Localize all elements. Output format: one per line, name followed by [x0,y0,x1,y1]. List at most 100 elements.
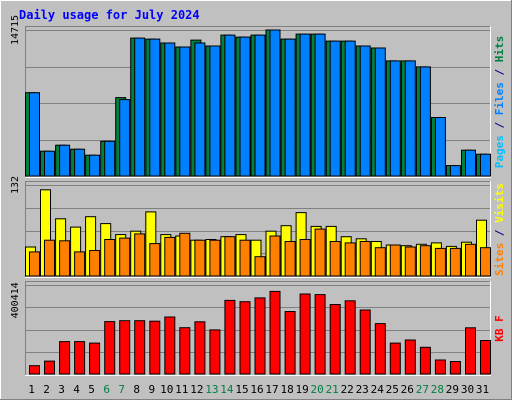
bar [104,239,116,277]
bar [314,33,326,177]
axis-label-part: / [493,115,506,135]
bar [389,60,401,177]
panel-visits: 132 Sites / Visits [10,176,506,278]
bar [149,243,161,277]
bar [314,228,326,277]
bar [209,45,221,177]
bar [44,360,55,375]
bar [329,241,341,277]
bar [434,247,446,277]
bar [149,320,161,375]
bar [374,47,386,177]
bar [194,42,206,177]
bar [44,150,55,177]
bar [480,247,491,277]
bar [465,243,476,277]
bar [284,38,296,177]
x-tick-label: 1 [28,383,35,396]
bar [269,29,281,177]
axis-label-part: Pages [493,135,506,168]
x-tick-label: 10 [160,383,173,396]
bar [164,42,176,177]
bar [404,60,416,177]
bar [344,242,356,277]
x-tick-label: 16 [250,383,263,396]
bar [194,321,206,375]
bar [74,148,86,177]
bar [74,341,86,375]
x-tick-label: 17 [265,383,278,396]
x-tick-label: 3 [58,383,65,396]
chart-title: Daily usage for July 2024 [19,8,200,22]
bar [89,342,101,375]
y-tick-label: 132 [10,176,21,194]
bar [179,46,191,177]
bar [465,149,476,177]
x-tick-label: 13 [205,383,218,396]
series-files [29,29,491,177]
bar [209,239,221,277]
bar [329,40,341,177]
bar [59,240,71,277]
bar [119,237,131,277]
bar [449,361,461,375]
bar [344,40,356,177]
bar [224,34,236,177]
bar [134,320,146,375]
axis-label-part: Hits [493,36,506,63]
bar [434,359,446,375]
axis-label-part: Visits [493,183,506,223]
bar [374,323,386,375]
axis-label-part: Files [493,82,506,115]
bar [119,99,131,177]
x-tick-label: 29 [446,383,459,396]
x-tick-label: 12 [190,383,203,396]
bar [29,92,40,177]
x-tick-label: 23 [356,383,369,396]
x-tick-label: 14 [220,383,234,396]
bar [104,140,116,177]
x-tick-label: 8 [133,383,140,396]
bar [329,304,341,375]
bar [284,241,296,277]
x-tick-label: 9 [148,383,155,396]
bar [299,293,311,375]
bar [224,299,236,375]
panel-axis-label: Pages / Files / Hits [493,36,506,169]
bar [59,144,71,177]
bar [434,117,446,177]
x-tick-label: 6 [103,383,110,396]
axis-label-part: / [493,223,506,243]
series-sites [29,228,491,277]
bar [29,365,40,375]
bar [480,153,491,177]
x-tick-label: 26 [401,383,414,396]
x-tick-label: 31 [476,383,489,396]
bar [239,239,251,277]
bar [269,290,281,375]
panel-kbytes: 400414 KB F [10,281,506,376]
panel-axis-label: Sites / Visits [493,183,506,276]
bar [404,339,416,375]
x-tick-label: 21 [326,383,339,396]
bar [359,309,371,375]
bar [254,297,266,375]
x-tick-label: 25 [386,383,399,396]
bar [284,311,296,375]
bar [299,239,311,277]
bar [419,346,431,375]
bar [149,38,161,177]
x-tick-label: 30 [461,383,474,396]
bar [104,321,116,375]
axis-label-part: KB F [493,315,506,342]
bar [299,33,311,177]
x-tick-label: 22 [341,383,354,396]
y-tick-label: 400414 [10,282,21,318]
bar [239,36,251,177]
series-kb-f [29,290,491,375]
bar [134,233,146,277]
bar [239,301,251,375]
bar [254,256,266,277]
